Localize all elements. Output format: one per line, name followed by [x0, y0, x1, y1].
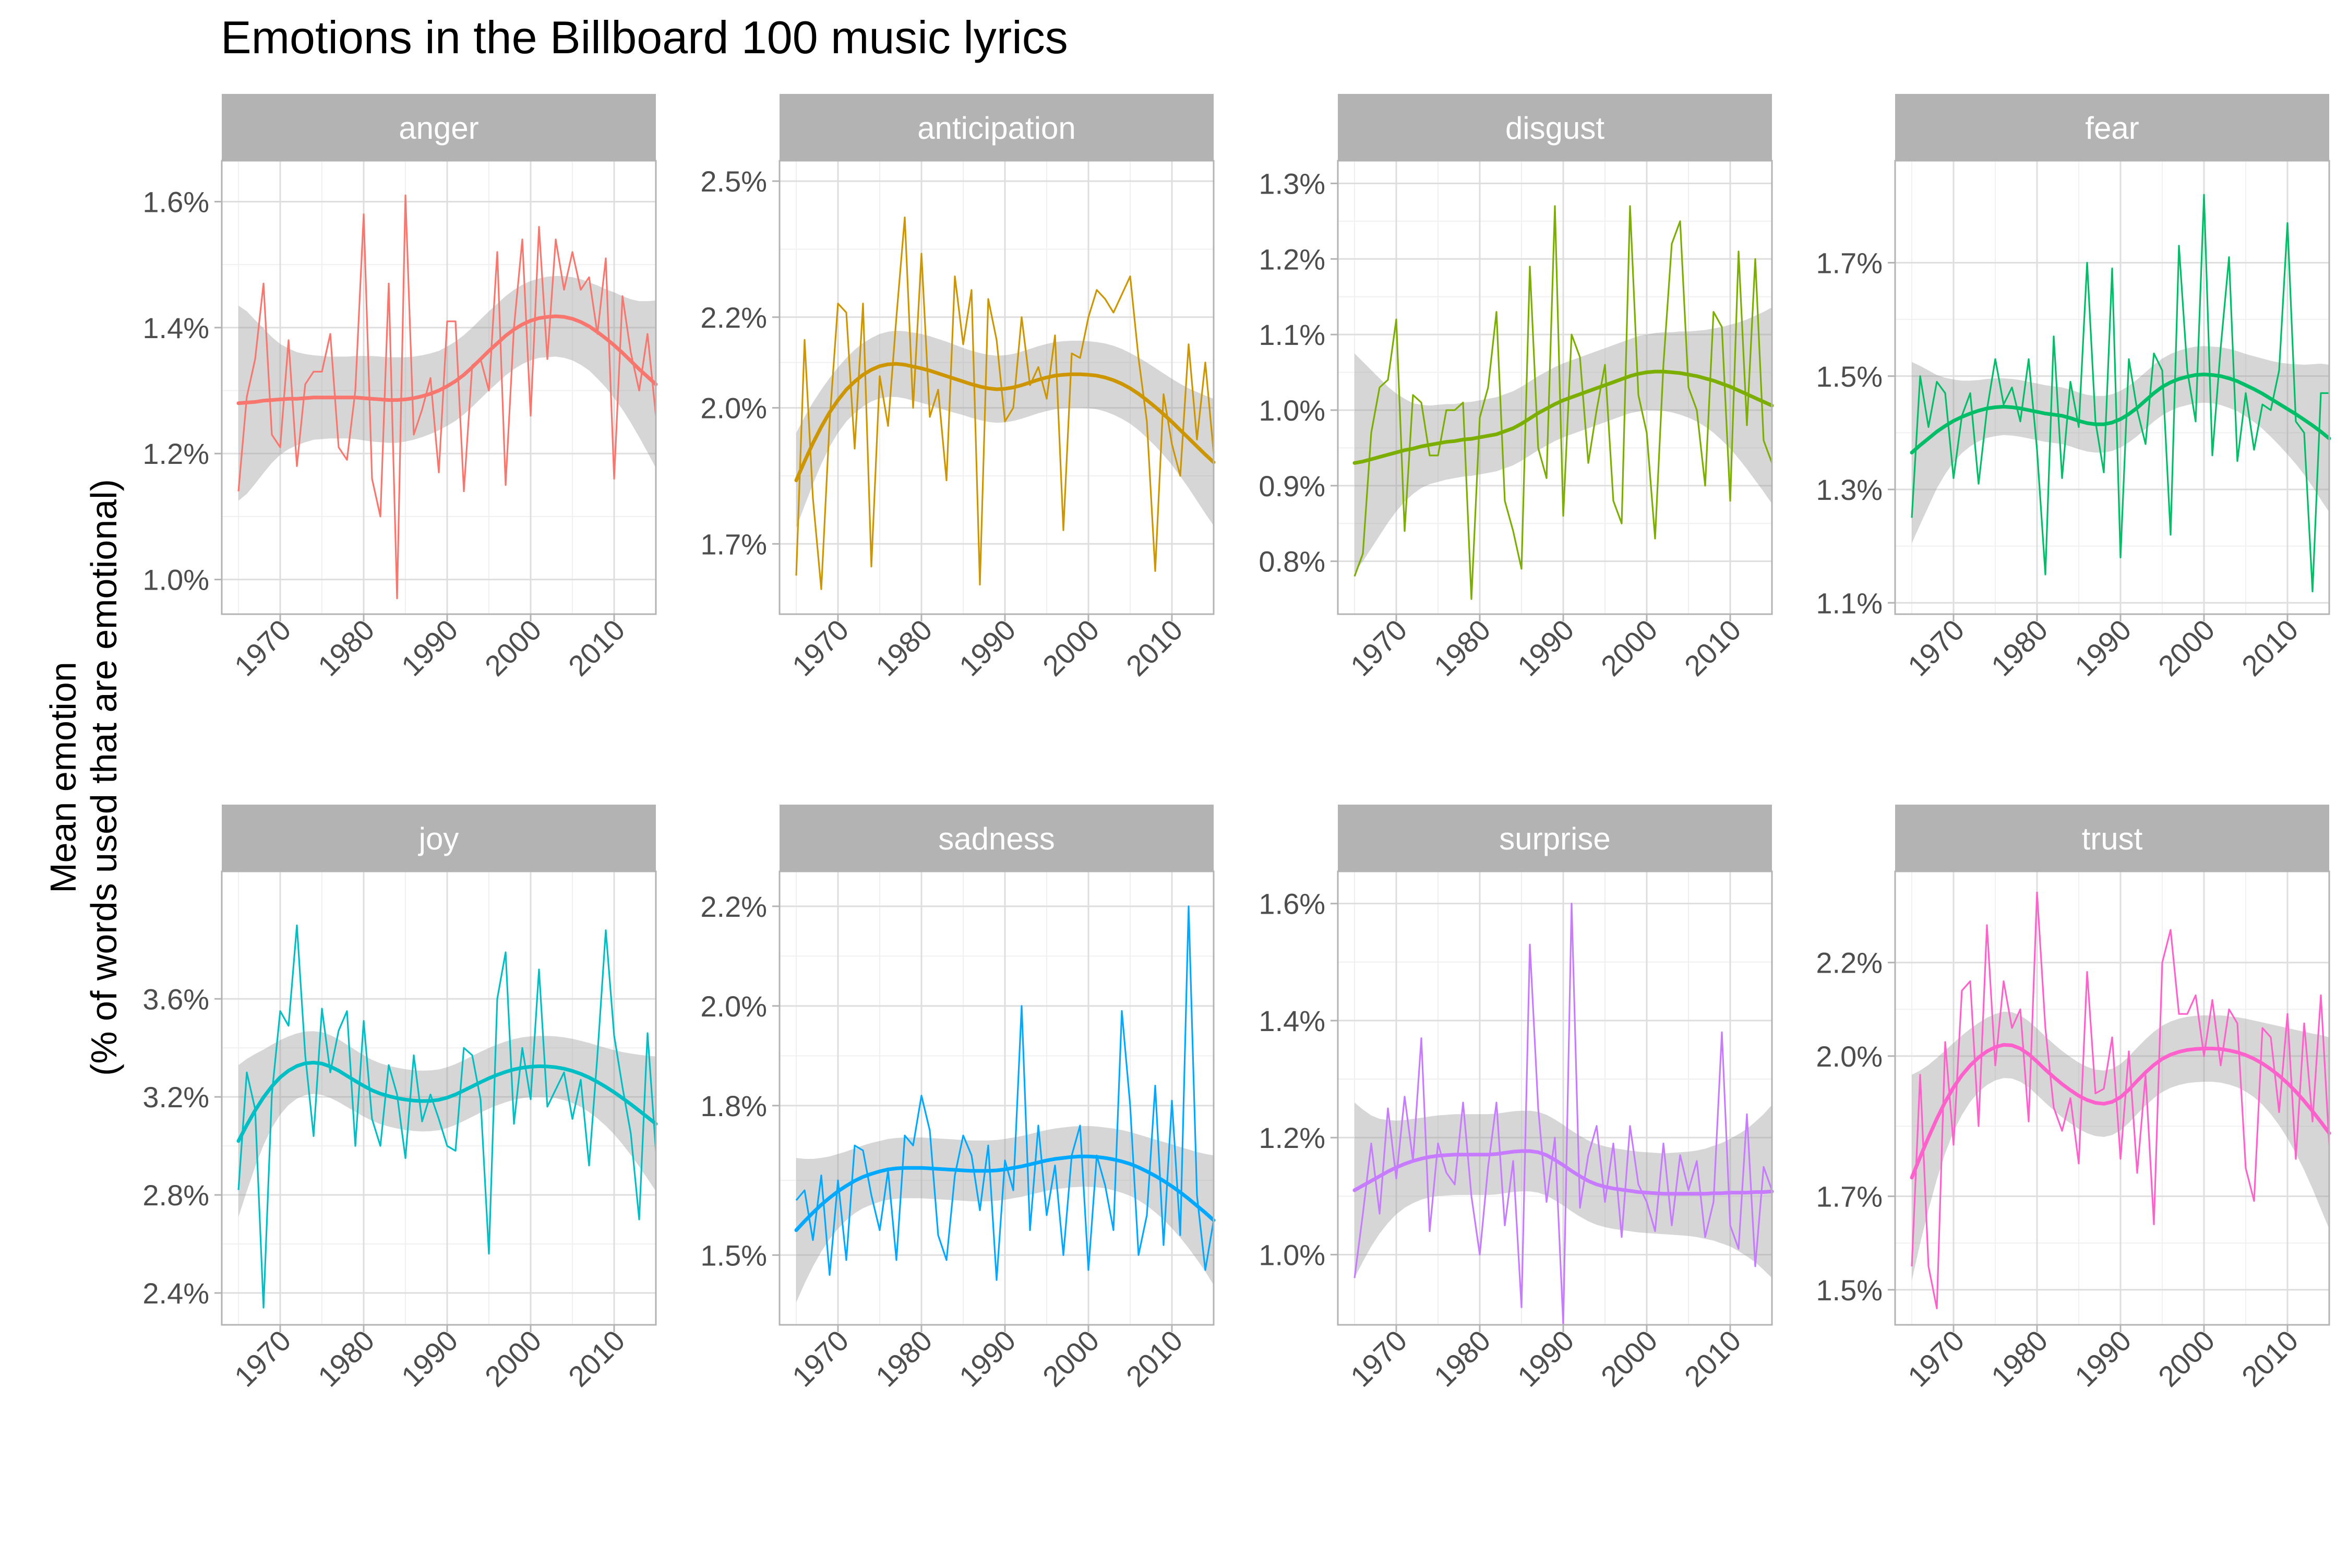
y-axis-label-line2: (% of words used that are emotional) — [83, 479, 124, 1076]
y-tick-label: 2.5% — [700, 165, 767, 198]
y-tick-label: 2.0% — [1816, 1040, 1883, 1073]
panel-background — [1338, 871, 1772, 1325]
confidence-band — [1912, 1011, 2329, 1280]
facet-strip-label: sadness — [938, 821, 1055, 856]
smooth-trend-line — [1910, 373, 2331, 454]
confidence-band — [238, 1031, 656, 1217]
facet-strip-label: fear — [2085, 111, 2139, 146]
smooth-trend-line — [236, 1060, 658, 1143]
panel-border — [1894, 870, 2330, 1326]
y-tick-label: 1.4% — [1259, 1004, 1325, 1037]
smooth-trend-line — [1352, 369, 1774, 465]
panel-background — [1895, 161, 2329, 614]
facet-strip-label: disgust — [1505, 111, 1604, 146]
smooth-trend-line — [1910, 1043, 2331, 1180]
series-line — [1911, 891, 2330, 1310]
smooth-trend-line — [794, 1154, 1216, 1232]
facet-strip-label: anger — [399, 111, 478, 146]
y-tick-label: 1.6% — [142, 185, 209, 218]
smooth-trend-line — [236, 314, 658, 405]
y-tick-label: 2.2% — [700, 890, 767, 923]
series-line — [795, 905, 1215, 1281]
y-tick-label: 1.3% — [1816, 473, 1883, 506]
confidence-band — [796, 1126, 1214, 1302]
facet-strip — [222, 94, 656, 161]
panel-border — [1337, 160, 1773, 615]
facet-strip — [780, 805, 1214, 871]
chart-title: Emotions in the Billboard 100 music lyri… — [221, 11, 1068, 63]
y-tick-label: 1.5% — [1816, 1274, 1883, 1307]
y-axis-label-line1: Mean emotion — [43, 662, 83, 893]
facet-strip — [1338, 805, 1772, 871]
y-tick-label: 0.9% — [1259, 470, 1325, 502]
y-tick-label: 2.8% — [142, 1179, 209, 1212]
facet-strip-label: trust — [2082, 821, 2143, 856]
y-tick-label: 1.7% — [1816, 1180, 1883, 1213]
series-line — [237, 194, 657, 600]
y-tick-label: 1.1% — [1259, 318, 1325, 351]
facet-strip-label: joy — [418, 821, 459, 856]
y-tick-label: 1.5% — [1816, 360, 1883, 393]
y-axis-label: Mean emotion (% of words used that are e… — [43, 479, 124, 1076]
y-tick-label: 1.3% — [1259, 167, 1325, 200]
panel-background — [1895, 871, 2329, 1325]
facet-strip-label: surprise — [1499, 821, 1610, 856]
y-tick-label: 2.4% — [142, 1277, 209, 1310]
panel-border — [778, 160, 1215, 615]
series-line — [1353, 205, 1773, 600]
panel-border — [221, 870, 657, 1326]
y-tick-label: 1.4% — [142, 312, 209, 344]
y-tick-label: 2.0% — [700, 392, 767, 425]
y-tick-label: 2.2% — [1816, 947, 1883, 979]
y-tick-label: 1.2% — [142, 437, 209, 470]
y-tick-label: 1.0% — [142, 564, 209, 596]
facet-strip — [1338, 94, 1772, 161]
panel-border — [778, 870, 1215, 1326]
y-tick-label: 1.2% — [1259, 1121, 1325, 1154]
facet-strip — [780, 94, 1214, 161]
facet-strip-label: anticipation — [917, 111, 1076, 146]
confidence-band — [238, 276, 656, 501]
panel-border — [1894, 160, 2330, 615]
smooth-trend-line — [1352, 1149, 1774, 1196]
series-line — [1911, 194, 2329, 593]
facet-strip — [222, 805, 656, 871]
y-tick-label: 1.1% — [1816, 586, 1883, 619]
panel-background — [780, 871, 1214, 1325]
y-tick-label: 1.5% — [700, 1239, 767, 1272]
confidence-band — [1912, 346, 2329, 544]
y-tick-label: 2.0% — [700, 990, 767, 1023]
y-tick-label: 3.6% — [142, 983, 209, 1015]
y-tick-label: 1.6% — [1259, 888, 1325, 920]
y-tick-label: 1.0% — [1259, 394, 1325, 427]
y-tick-label: 1.7% — [700, 528, 767, 560]
panel-border — [1337, 870, 1773, 1326]
facet-strip — [1895, 94, 2329, 161]
y-tick-label: 1.0% — [1259, 1238, 1325, 1271]
y-tick-label: 1.7% — [1816, 247, 1883, 280]
y-tick-label: 1.8% — [700, 1090, 767, 1122]
y-tick-label: 3.2% — [142, 1081, 209, 1114]
facet-strip — [1895, 805, 2329, 871]
panel-border — [221, 160, 657, 615]
smooth-trend-line — [794, 362, 1216, 483]
panel-background — [222, 161, 656, 614]
y-tick-label: 0.8% — [1259, 545, 1325, 578]
series-line — [237, 924, 657, 1309]
y-tick-label: 2.2% — [700, 301, 767, 334]
y-tick-label: 1.2% — [1259, 243, 1325, 276]
